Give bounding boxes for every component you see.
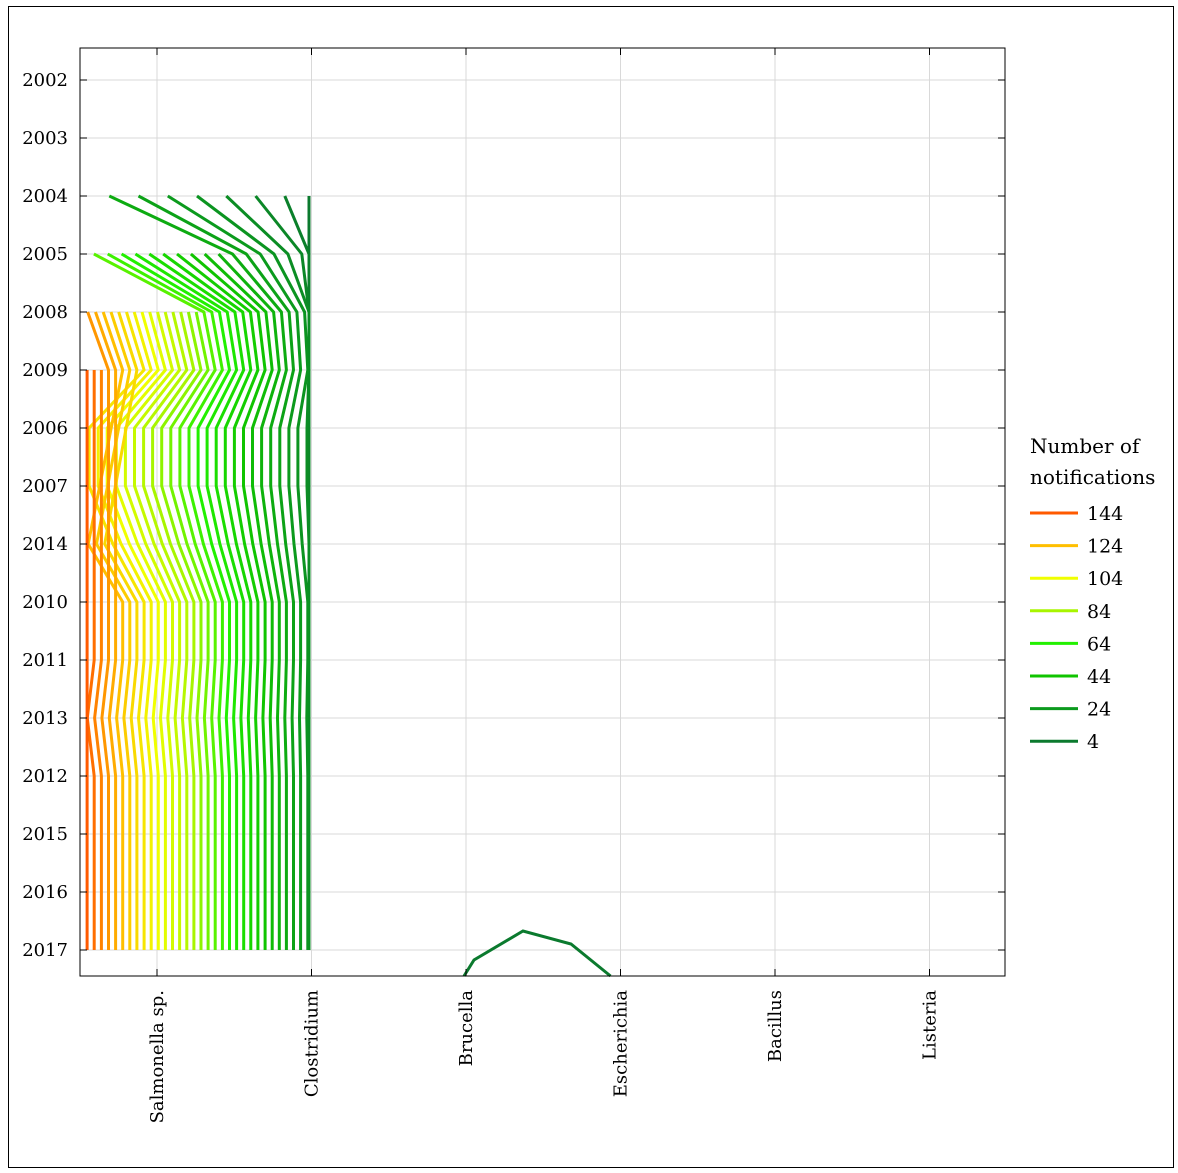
- y-tick-label: 2012: [22, 766, 68, 787]
- y-tick-label: 2015: [22, 824, 68, 845]
- y-tick-label: 2009: [22, 360, 68, 381]
- contour-line: [148, 252, 246, 950]
- y-tick-label: 2017: [22, 940, 68, 961]
- legend-label: 144: [1087, 503, 1123, 525]
- contour-line-minor: [462, 929, 612, 978]
- contour-line: [95, 311, 132, 950]
- x-tick-label: Salmonella sp.: [147, 990, 168, 1123]
- y-axis: 2002 2003 2004 2005 2008 2009 2006 2007 2014 2010…: [22, 70, 1005, 961]
- contour-line: [133, 311, 182, 950]
- y-tick-label: 2004: [22, 186, 68, 207]
- y-tick-label: 2005: [22, 244, 68, 265]
- legend-label: 4: [1087, 731, 1099, 753]
- contour-line: [108, 194, 288, 950]
- contour-line: [162, 252, 253, 950]
- y-tick-label: 2007: [22, 476, 68, 497]
- contour-line: [120, 252, 231, 950]
- y-tick-label: 2010: [22, 592, 68, 613]
- y-tick-label: 2016: [22, 882, 68, 903]
- contour-line: [106, 252, 224, 950]
- contour-line: [142, 311, 189, 950]
- contour-line: [85, 370, 96, 950]
- x-tick-label: Clostridium: [302, 990, 323, 1097]
- legend-label: 104: [1087, 568, 1123, 590]
- x-tick-label: Listeria: [920, 990, 941, 1060]
- contour-line: [86, 311, 125, 950]
- contour-line: [217, 252, 281, 950]
- contour-line: [114, 311, 167, 950]
- legend-label: 24: [1087, 699, 1111, 721]
- y-tick-label: 2003: [22, 128, 68, 149]
- contour-line: [93, 370, 103, 950]
- contour-line: [103, 311, 139, 950]
- contour-line: [167, 194, 303, 950]
- contour-line: [169, 311, 210, 950]
- x-tick-label: Escherichia: [611, 990, 632, 1097]
- legend-label: 44: [1087, 666, 1111, 688]
- contour-line: [86, 311, 110, 950]
- contour-line: [189, 252, 267, 950]
- contour-line: [176, 252, 260, 950]
- y-tick-label: 2014: [22, 534, 68, 555]
- x-tick-label: Brucella: [456, 990, 477, 1067]
- x-tick-label: Bacillus: [765, 990, 786, 1062]
- contour-lines: [85, 194, 612, 978]
- y-tick-label: 2011: [22, 650, 68, 671]
- contour-line: [203, 252, 274, 950]
- legend-label: 84: [1087, 601, 1111, 623]
- contour-line: [151, 311, 196, 950]
- legend-label: 64: [1087, 633, 1111, 655]
- legend: Number of notifications 144 124 104 84 64 44 24 4: [1030, 434, 1155, 753]
- contour-line: [137, 194, 295, 950]
- y-tick-label: 2006: [22, 418, 68, 439]
- y-tick-label: 2013: [22, 708, 68, 729]
- legend-title: notifications: [1030, 465, 1155, 489]
- plot-area-border: [79, 47, 1006, 977]
- contour-line: [160, 311, 203, 950]
- contour-line: [87, 311, 146, 950]
- x-axis: Salmonella sp. Clostridium Brucella Escheri…: [147, 48, 941, 1123]
- grid-lines: [80, 48, 1005, 976]
- contour-line: [196, 194, 310, 950]
- y-tick-label: 2008: [22, 302, 68, 323]
- y-tick-label: 2002: [22, 70, 68, 91]
- contour-line: [134, 252, 239, 950]
- legend-title: Number of: [1030, 434, 1141, 458]
- legend-label: 124: [1087, 536, 1123, 558]
- contour-line: [123, 311, 174, 950]
- contour-line: [94, 311, 118, 950]
- contour-line: [93, 252, 217, 950]
